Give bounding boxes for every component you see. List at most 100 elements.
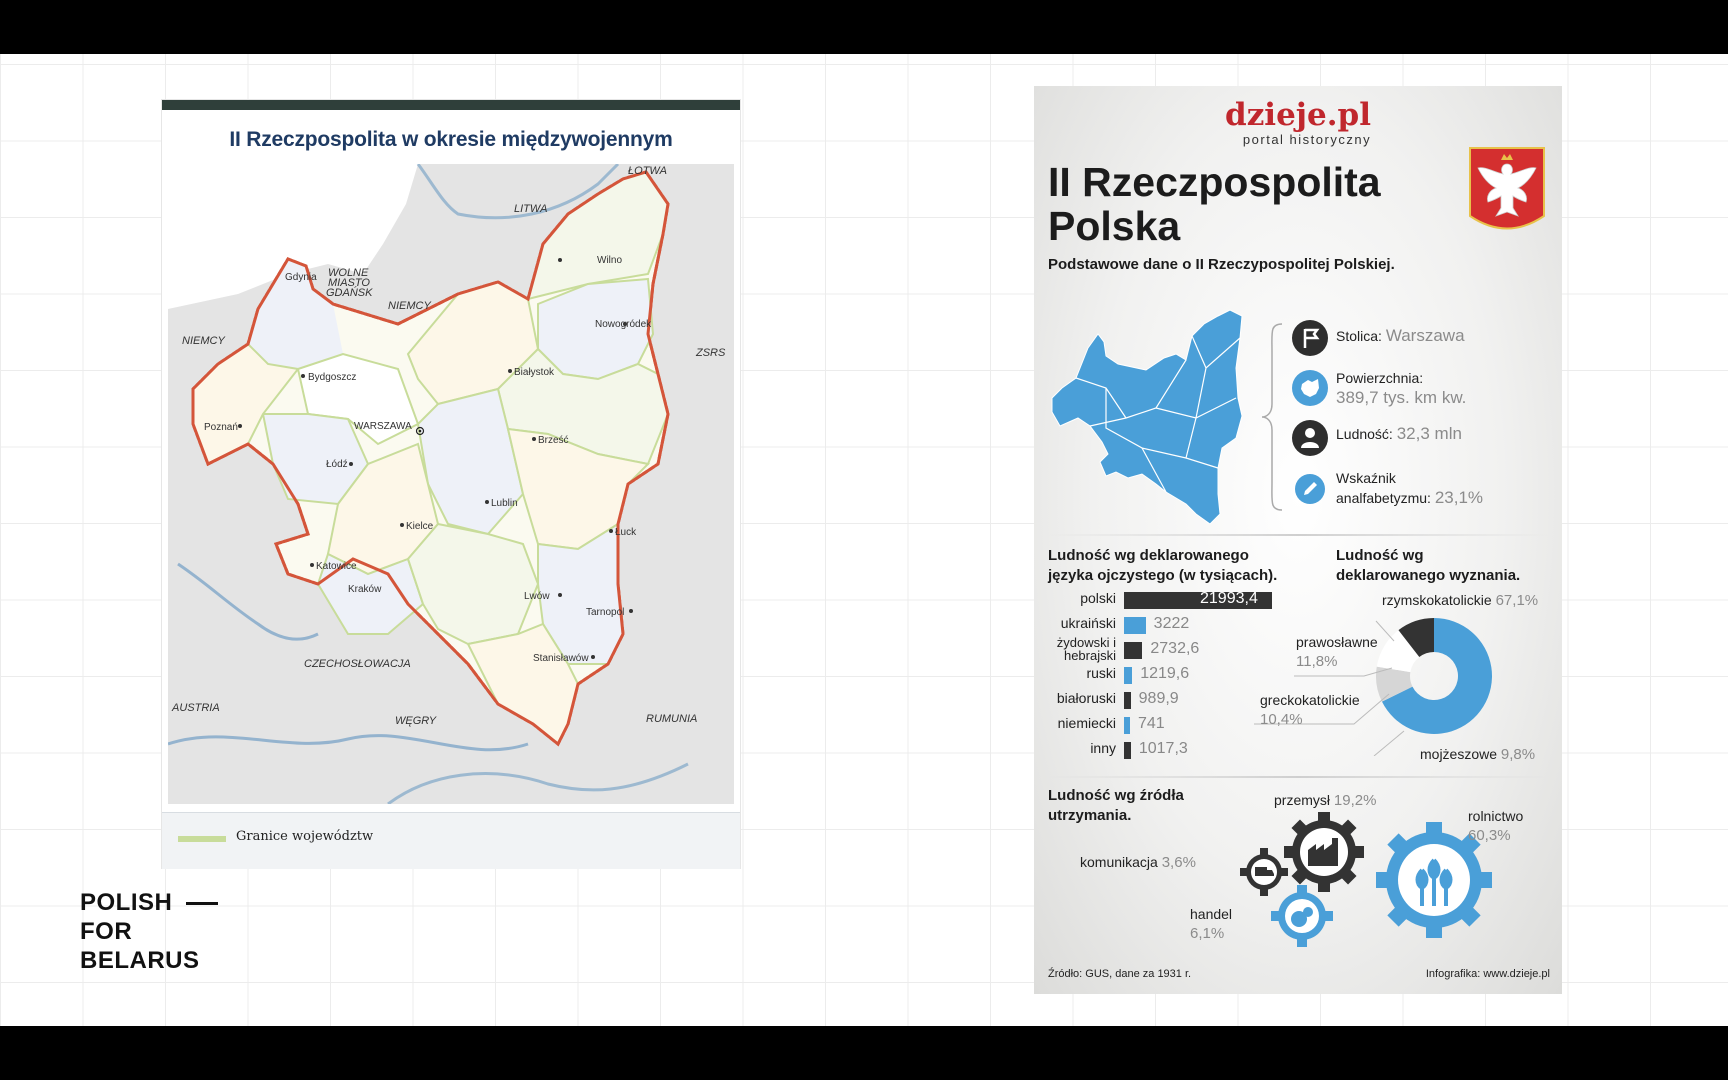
- religion-name: prawosławne: [1296, 634, 1378, 650]
- language-bar-chart: polski 21993,4 ukraiński 3222 żydowski i heb…: [1034, 590, 1314, 770]
- poland-outline: [191, 170, 670, 747]
- fact-value: 32,3 mln: [1396, 424, 1462, 443]
- person-icon: [1292, 420, 1328, 456]
- brand-line: FOR: [80, 918, 133, 945]
- section-title-line: Ludność wg deklarowanego: [1048, 547, 1249, 564]
- fact-label: Ludność:: [1336, 426, 1393, 442]
- divider: [1048, 534, 1548, 536]
- city-label: Łuck: [615, 527, 637, 538]
- religion-name: rzymskokatolickie: [1382, 592, 1492, 608]
- capital-marker: [418, 429, 422, 433]
- religion-donut-chart: [1376, 618, 1492, 734]
- section-title-line: Ludność wg źródła: [1048, 787, 1184, 804]
- livelihood-name: handel: [1190, 906, 1233, 922]
- poland-silhouette: [1051, 309, 1243, 525]
- city-label: Stanisławów: [533, 653, 589, 664]
- fact-value: Warszawa: [1385, 326, 1465, 345]
- fact-label: analfabetyzmu:: [1336, 490, 1431, 506]
- gear-industry-icon: [1284, 812, 1364, 892]
- brand-dash: [186, 902, 219, 906]
- fact-value: 23,1%: [1434, 488, 1484, 507]
- map-card: II Rzeczpospolita w okresie międzywojenn…: [162, 100, 740, 869]
- language-value: 989,9: [1138, 690, 1179, 707]
- language-value: 741: [1138, 715, 1165, 732]
- infographic: dzieje.pl portal historyczny II Rzeczpos…: [1034, 86, 1562, 994]
- city-label: Brześć: [538, 435, 569, 446]
- religion-value: 9,8%: [1500, 746, 1536, 763]
- fact-label: Stolica:: [1336, 328, 1382, 344]
- infographic-subtitle: Podstawowe dane o II Rzeczypospolitej Po…: [1048, 256, 1395, 273]
- livelihood-label: komunikacja 3,6%: [1080, 852, 1196, 873]
- gear-trade-icon: [1271, 885, 1333, 947]
- dzieje-logo: dzieje.pl portal historyczny: [1034, 98, 1562, 147]
- language-bar: [1124, 667, 1133, 684]
- city-label: Poznań: [204, 422, 238, 433]
- facts-brace: [1261, 323, 1283, 511]
- fact-illiteracy: Wskaźnik analfabetyzmu: 23,1%: [1336, 468, 1483, 508]
- poland-map: ŁOTWA LITWA NIEMCY NIEMCY ZSRS CZECHOSŁO…: [168, 164, 734, 804]
- free-city-label: MIASTO: [328, 277, 370, 289]
- capital-marker: [415, 426, 425, 436]
- language-name: żydowski i hebrajski: [1056, 635, 1116, 663]
- city-label: Kraków: [348, 584, 382, 595]
- gear-transport-icon: [1240, 848, 1288, 896]
- voivodeship-krakowskie: [316, 552, 425, 635]
- livelihood-value: 19,2%: [1333, 792, 1377, 809]
- donut-leader-lines: [1254, 620, 1405, 756]
- free-city-label: GDAŃSK: [326, 286, 373, 299]
- language-bar-row: niemiecki 741: [1034, 715, 1314, 737]
- language-name: białoruski: [1056, 690, 1116, 706]
- city-label: Wilno: [597, 255, 622, 266]
- religion-label: greckokatolickie 10,4%: [1260, 690, 1360, 730]
- language-bar-row: polski 21993,4: [1034, 590, 1314, 612]
- brand-logo: POLISH FOR BELARUS: [80, 888, 219, 975]
- language-bar: [1124, 742, 1131, 759]
- city-markers: Gdynia Wilno Nowogródek Bydgoszcz Białys…: [204, 255, 652, 664]
- religion-section-title: Ludność wg deklarowanego wyznania.: [1336, 546, 1520, 586]
- livelihood-value: 3,6%: [1161, 854, 1196, 871]
- language-bar: [1124, 617, 1146, 634]
- map-top-bar: [162, 100, 740, 110]
- livelihood-name: przemysł: [1274, 792, 1331, 808]
- river-line: [168, 734, 529, 752]
- flag-icon: [1292, 320, 1328, 356]
- fact-capital: Stolica: Warszawa: [1336, 326, 1465, 346]
- donut-slice-rzymskokatolickie: [1381, 618, 1492, 734]
- brand-line: BELARUS: [80, 947, 200, 974]
- donut-slice-greckokatolickie: [1398, 618, 1434, 658]
- religion-label: prawosławne 11,8%: [1296, 632, 1378, 672]
- language-bar-row: żydowski i hebrajski 2732,6: [1034, 636, 1314, 662]
- source-note: Źródło: GUS, dane za 1931 r.: [1048, 968, 1192, 980]
- title-line: Polska: [1048, 203, 1181, 249]
- religion-name: mojżeszowe: [1420, 746, 1498, 762]
- section-title-line: Ludność wg: [1336, 547, 1424, 564]
- city-label: Tarnopol: [586, 607, 624, 618]
- infographic-title: II Rzeczpospolita Polska: [1048, 160, 1381, 248]
- section-title-line: języka ojczystego (w tysiącach).: [1048, 567, 1278, 584]
- fact-label: Wskaźnik: [1336, 470, 1396, 486]
- legend-swatch: [178, 836, 226, 842]
- livelihood-name: komunikacja: [1080, 854, 1158, 870]
- country-label: AUSTRIA: [171, 702, 220, 714]
- language-bar: [1124, 717, 1130, 734]
- slide: II Rzeczpospolita w okresie międzywojenn…: [0, 54, 1728, 1026]
- religion-label: rzymskokatolickie 67,1%: [1382, 590, 1538, 611]
- language-value: 1219,6: [1140, 665, 1190, 682]
- fact-population: Ludność: 32,3 mln: [1336, 424, 1462, 444]
- city-label: Lublin: [491, 498, 518, 509]
- city-label: Lwów: [524, 591, 550, 602]
- language-value: 21993,4: [1200, 590, 1258, 607]
- city-label: Łódź: [326, 459, 348, 470]
- country-label: NIEMCY: [388, 300, 431, 312]
- language-bar-row: inny 1017,3: [1034, 740, 1314, 762]
- baltic-sea: [168, 164, 418, 309]
- language-bar: [1124, 642, 1143, 659]
- country-label: LITWA: [514, 203, 547, 215]
- map-title: II Rzeczpospolita w okresie międzywojenn…: [229, 128, 673, 151]
- city-label: Białystok: [514, 367, 555, 378]
- language-name: ukraiński: [1060, 615, 1116, 631]
- language-bar: [1124, 592, 1272, 609]
- donut-slice-mojżeszowe: [1376, 666, 1413, 702]
- religion-label: mojżeszowe 9,8%: [1420, 744, 1535, 765]
- fact-label: Powierzchnia:: [1336, 370, 1424, 386]
